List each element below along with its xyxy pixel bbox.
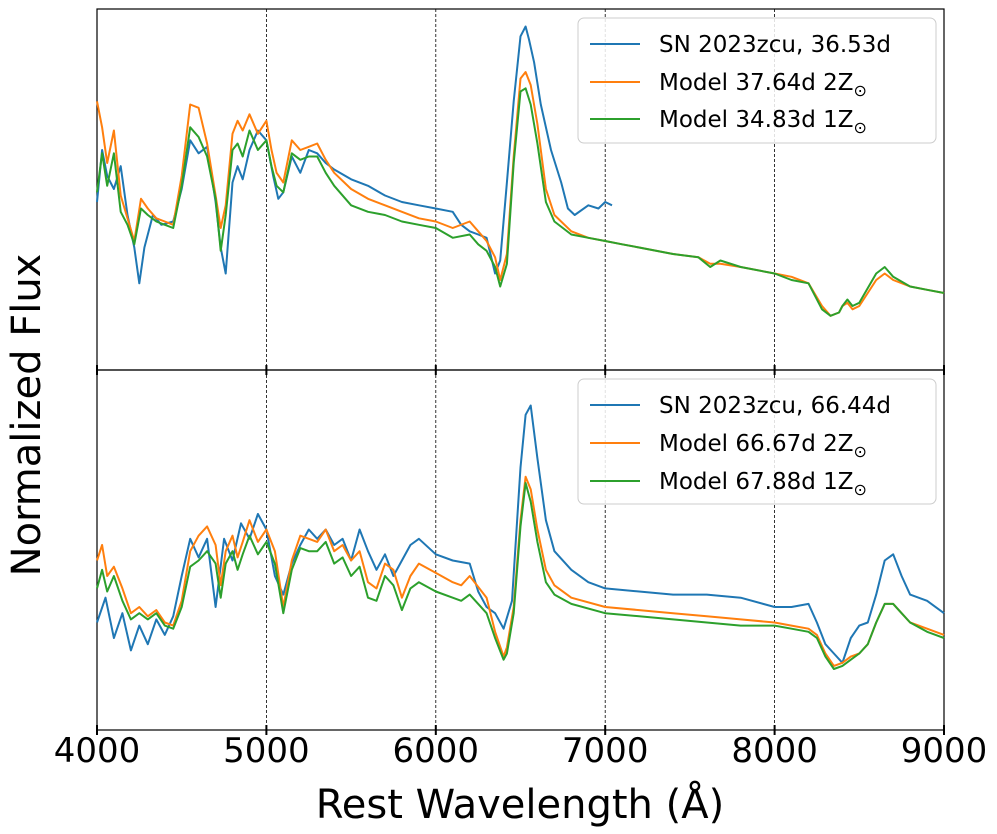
top-legend-box — [577, 17, 937, 144]
legend-entry-model-2z: Model 66.67d 2Z — [659, 431, 854, 457]
series-line-model_1z — [96, 482, 945, 670]
top-legend: SN 2023zcu, 36.53d Model 37.64d 2Z⊙ Mode… — [577, 17, 937, 144]
svg-text:Model 34.83d 1Z⊙: Model 34.83d 1Z⊙ — [659, 107, 867, 137]
x-tick-label: 4000 — [54, 731, 141, 771]
series-line-model_1z — [96, 87, 945, 317]
legend-entry-observed: SN 2023zcu, 36.53d — [659, 32, 891, 58]
legend-entry-model-1z-sub: ⊙ — [854, 118, 867, 137]
series-line-observed — [96, 404, 945, 664]
x-tick-label: 5000 — [223, 731, 310, 771]
legend-entry-model-2z-sub: ⊙ — [854, 442, 867, 461]
svg-text:Model 37.64d 2Z⊙: Model 37.64d 2Z⊙ — [659, 70, 867, 100]
series-line-observed — [96, 25, 613, 285]
bottom-panel — [96, 369, 945, 735]
svg-text:Model 67.88d 1Z⊙: Model 67.88d 1Z⊙ — [659, 469, 867, 499]
legend-entry-model-1z-sub: ⊙ — [854, 480, 867, 499]
x-tick-label: 9000 — [901, 731, 988, 771]
bottom-legend: SN 2023zcu, 66.44d Model 66.67d 2Z⊙ Mode… — [577, 378, 937, 505]
bottom-legend-box — [577, 378, 937, 505]
legend-entry-model-2z-sub: ⊙ — [854, 81, 867, 100]
legend-entry-model-1z: Model 34.83d 1Z — [659, 107, 854, 133]
svg-text:Model 66.67d 2Z⊙: Model 66.67d 2Z⊙ — [659, 431, 867, 461]
legend-entry-model-2z: Model 37.64d 2Z — [659, 70, 854, 96]
y-axis-label: Normalized Flux — [4, 254, 50, 577]
bottom-panel-frame — [96, 369, 945, 731]
top-panel-series — [96, 25, 945, 317]
bottom-panel-series — [96, 404, 945, 670]
x-tick-label: 7000 — [562, 731, 649, 771]
x-tick-label: 6000 — [393, 731, 480, 771]
series-line-model_2z — [96, 475, 945, 667]
x-axis-label: Rest Wavelength (Å) — [316, 780, 724, 828]
legend-entry-observed: SN 2023zcu, 66.44d — [659, 393, 891, 419]
bottom-panel-ticks — [96, 725, 945, 735]
legend-entry-model-1z: Model 67.88d 1Z — [659, 469, 854, 495]
x-tick-labels: 4000 5000 6000 7000 8000 9000 — [54, 731, 988, 771]
x-tick-label: 8000 — [731, 731, 818, 771]
